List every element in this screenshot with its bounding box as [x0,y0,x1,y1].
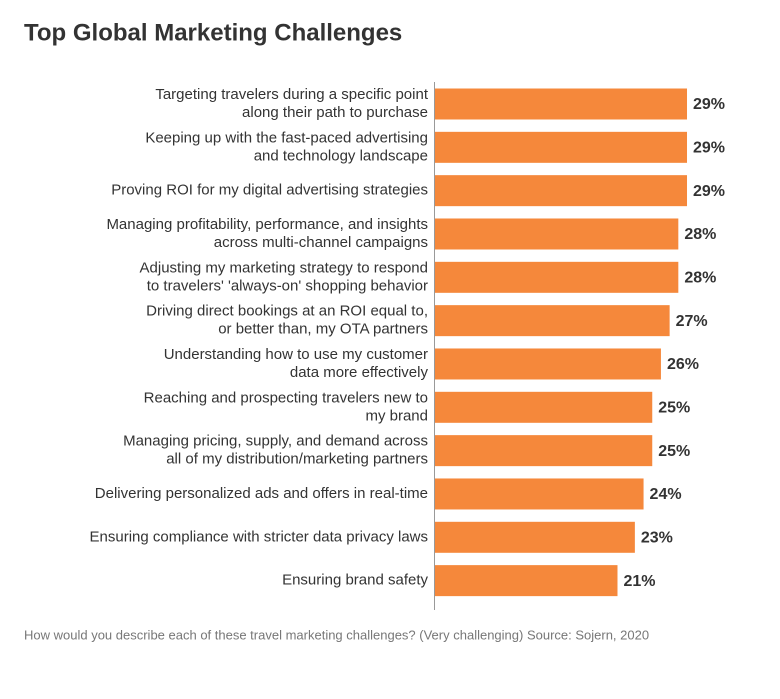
category-line: Managing profitability, performance, and… [106,216,428,233]
category-line: Keeping up with the fast-paced advertisi… [145,129,428,146]
value-label: 25% [658,443,690,460]
category-line: Reaching and prospecting travelers new t… [144,389,428,406]
category-label: Keeping up with the fast-paced advertisi… [145,129,428,164]
category-line: Delivering personalized ads and offers i… [95,485,428,502]
bar [435,521,635,553]
category-label: Delivering personalized ads and offers i… [95,485,428,502]
category-line: Targeting travelers during a specific po… [155,86,428,103]
category-label: Managing profitability, performance, and… [106,216,428,251]
category-label: Ensuring compliance with stricter data p… [90,528,428,545]
category-label: Adjusting my marketing strategy to respo… [140,259,428,294]
bar [435,88,688,120]
category-label: Targeting travelers during a specific po… [155,86,428,121]
bar [435,175,688,207]
chart-title: Top Global Marketing Challenges [24,19,402,46]
value-label: 27% [676,313,708,330]
value-label: 28% [684,270,716,287]
bar [435,131,688,163]
category-label: Proving ROI for my digital advertising s… [111,182,428,199]
bar [435,218,679,250]
bar [435,305,670,337]
category-line: Adjusting my marketing strategy to respo… [140,259,428,276]
category-line: to travelers' 'always-on' shopping behav… [147,277,428,294]
category-line: Understanding how to use my customer [164,346,428,363]
category-line: Ensuring compliance with stricter data p… [90,528,428,545]
bar [435,348,661,380]
category-label: Reaching and prospecting travelers new t… [144,389,428,424]
value-label: 29% [693,96,725,113]
value-label: 24% [650,486,682,503]
category-label: Managing pricing, supply, and demand acr… [123,433,428,468]
bar [435,565,618,597]
category-line: my brand [365,407,428,424]
bar [435,391,653,423]
category-line: across multi-channel campaigns [214,234,428,251]
chart-caption: How would you describe each of these tra… [24,627,649,642]
category-line: or better than, my OTA partners [218,321,428,338]
bar [435,261,679,293]
category-line: data more effectively [290,364,429,381]
category-line: along their path to purchase [242,104,428,121]
value-label: 26% [667,356,699,373]
category-label: Understanding how to use my customer data… [164,346,429,381]
category-line: and technology landscape [254,147,428,164]
category-label: Ensuring brand safety [282,572,428,589]
value-label: 23% [641,530,673,547]
category-line: all of my distribution/marketing partner… [166,451,428,468]
bar [435,435,653,467]
value-label: 25% [658,400,690,417]
category-line: Proving ROI for my digital advertising s… [111,182,428,199]
category-label: Driving direct bookings at an ROI equal … [146,303,428,338]
value-label: 28% [684,226,716,243]
category-line: Ensuring brand safety [282,572,428,589]
value-label: 29% [693,140,725,157]
bar [435,478,644,510]
category-line: Managing pricing, supply, and demand acr… [123,433,428,450]
value-label: 21% [623,573,655,590]
value-label: 29% [693,183,725,200]
category-line: Driving direct bookings at an ROI equal … [146,303,428,320]
